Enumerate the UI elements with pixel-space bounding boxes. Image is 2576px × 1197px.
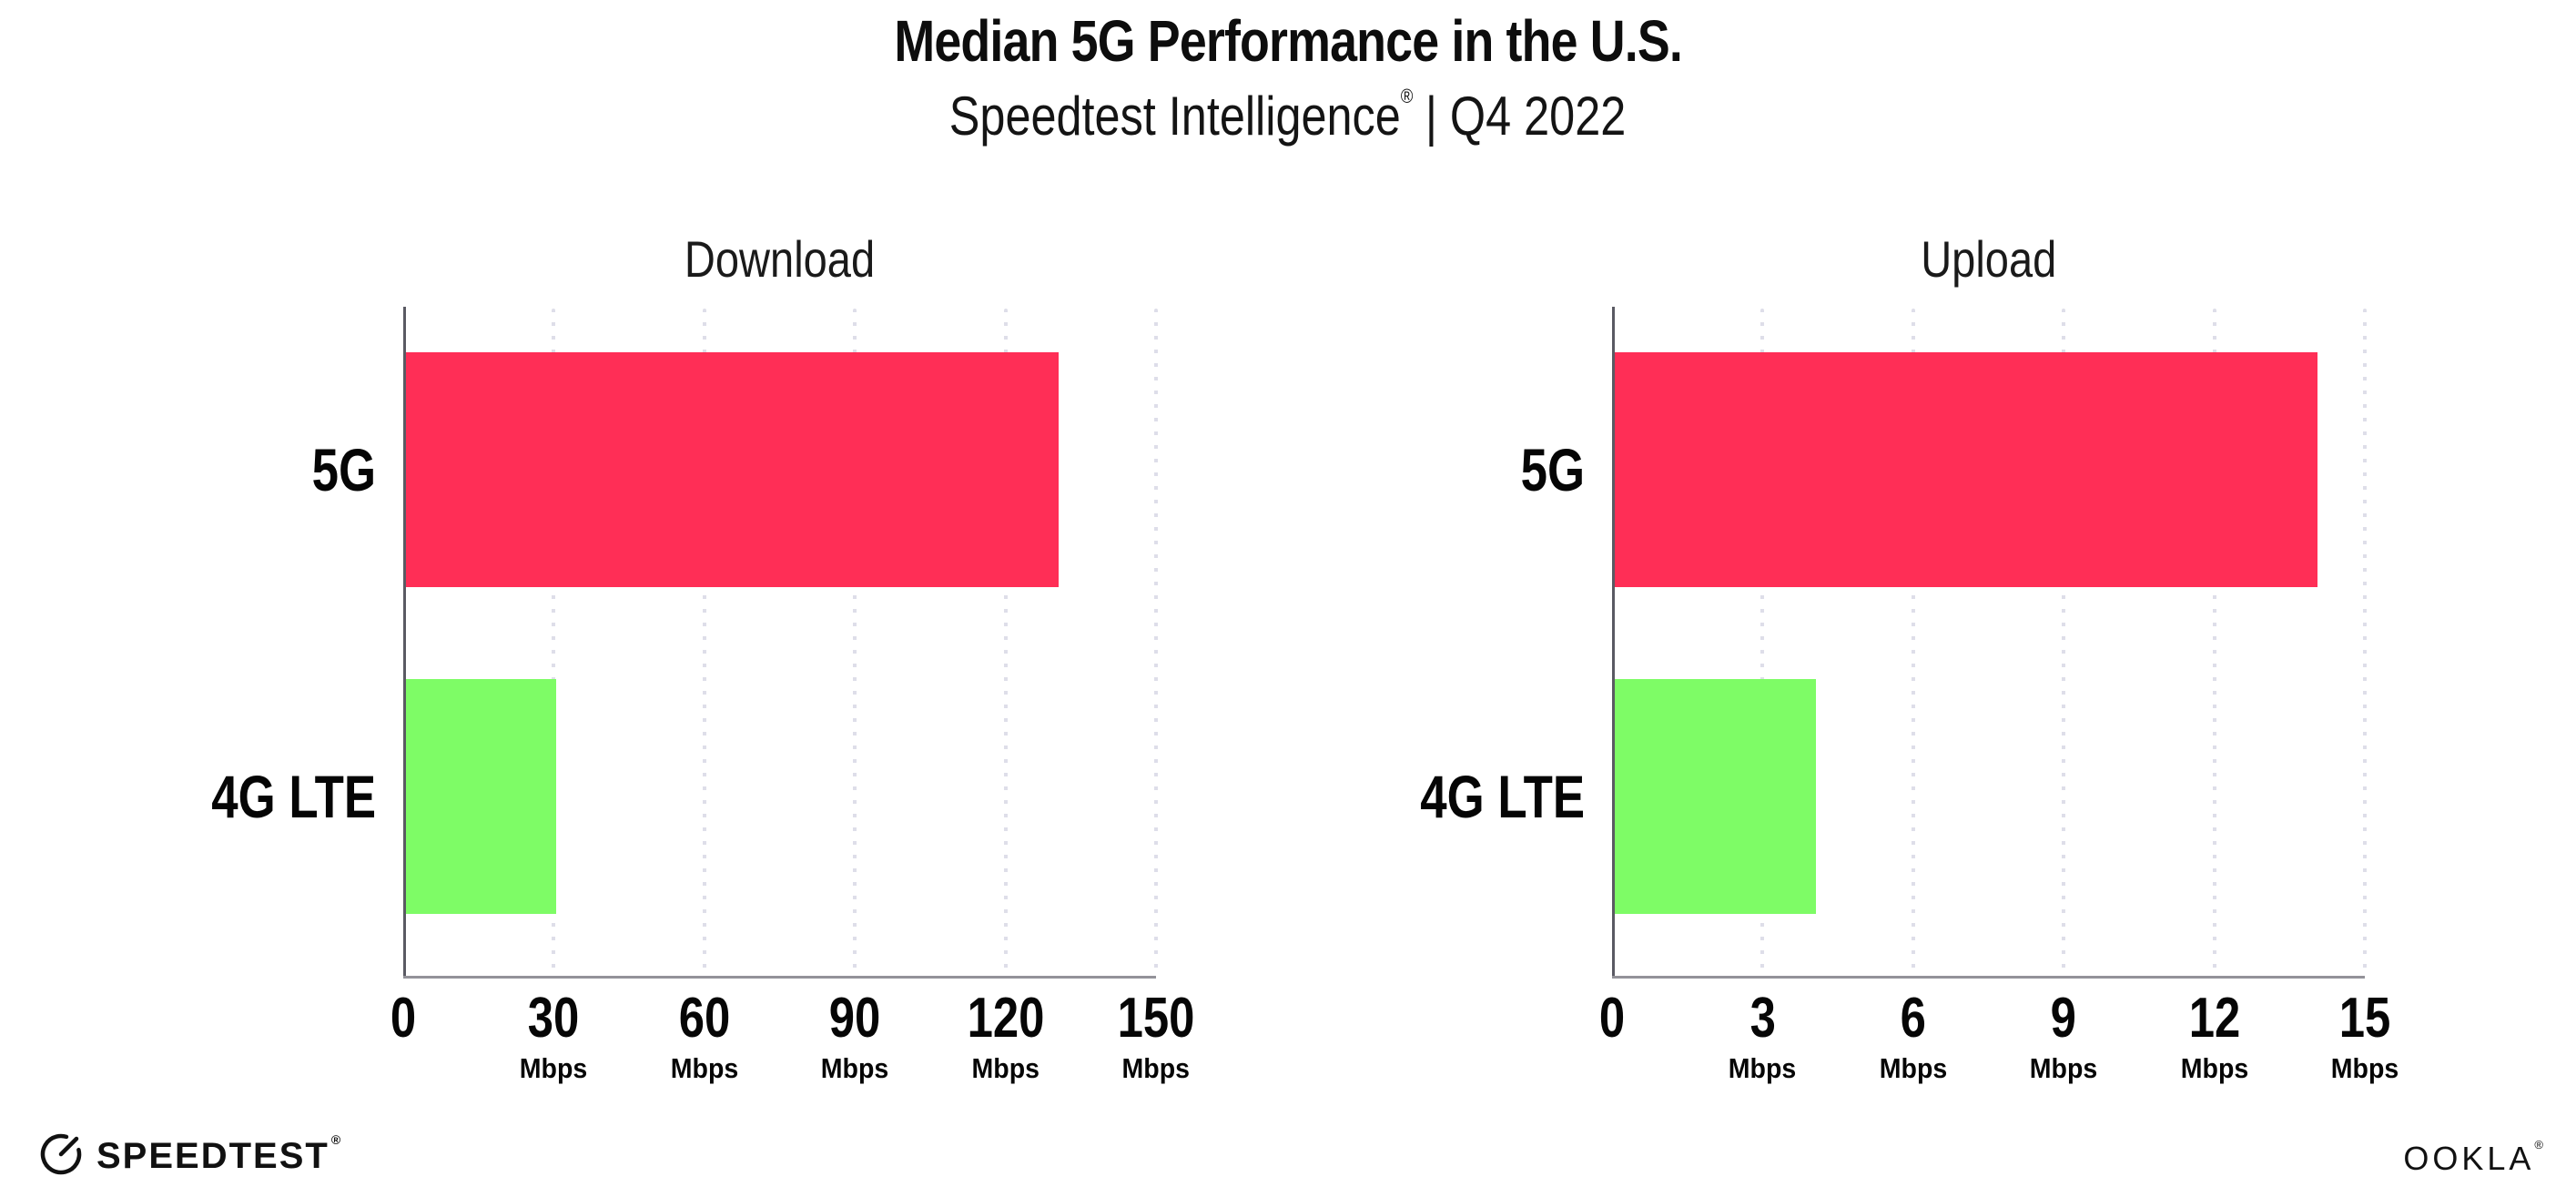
x-tick-value: 6 xyxy=(1900,987,1926,1050)
x-tick-60: 60 Mbps xyxy=(667,990,741,1083)
x-tick-0: 0 xyxy=(1597,990,1628,1047)
speedtest-trademark-icon: ® xyxy=(330,1131,343,1147)
bar-5g xyxy=(406,352,1059,587)
x-tick-unit: Mbps xyxy=(2180,1052,2248,1084)
x-tick-unit: Mbps xyxy=(1121,1052,1191,1084)
category-label-5g: 5G xyxy=(1520,436,1585,503)
subtitle-brand: Speedtest Intelligence xyxy=(949,86,1402,147)
y-axis xyxy=(1612,307,1615,978)
x-tick-unit: Mbps xyxy=(1729,1052,1797,1084)
speedtest-gauge-icon xyxy=(38,1131,84,1182)
page-header: Median 5G Performance in the U.S. Speedt… xyxy=(0,8,2576,147)
y-axis xyxy=(403,307,406,978)
category-label-5g: 5G xyxy=(311,436,376,503)
x-tick-6: 6 Mbps xyxy=(1876,990,1950,1083)
x-tick-unit: Mbps xyxy=(2029,1052,2098,1084)
x-axis xyxy=(403,976,1156,979)
page-title-text: Median 5G Performance in the U.S. xyxy=(894,8,1682,74)
x-tick-value: 15 xyxy=(2338,987,2391,1050)
x-axis xyxy=(1612,976,2365,979)
x-tick-unit: Mbps xyxy=(971,1052,1040,1084)
bar-4g-lte xyxy=(406,679,557,914)
x-tick-90: 90 Mbps xyxy=(818,990,892,1083)
x-tick-value: 90 xyxy=(828,987,881,1050)
x-tick-unit: Mbps xyxy=(1879,1052,1948,1084)
speedtest-logo: SPEEDTEST ® xyxy=(38,1131,340,1182)
x-tick-120: 120 Mbps xyxy=(958,990,1052,1083)
x-tick-unit: Mbps xyxy=(2330,1052,2399,1084)
x-tick-30: 30 Mbps xyxy=(517,990,591,1083)
ookla-logo: OOKLA® xyxy=(2403,1138,2547,1178)
category-label-4g-lte: 4G LTE xyxy=(1420,763,1585,830)
download-chart: Download 5G 4G LTE 0 30 Mbps 60 Mbps 90 Mbps 120… xyxy=(211,230,1194,1083)
x-tick-value: 30 xyxy=(528,987,580,1050)
bar-4g-lte xyxy=(1615,679,1816,914)
upload-chart: Upload 5G 4G LTE 0 3 Mbps 6 Mbps 9 Mbps 12 Mbps 15… xyxy=(1420,230,2399,1083)
category-label-4g-lte: 4G LTE xyxy=(211,763,376,830)
x-tick-3: 3 Mbps xyxy=(1726,990,1800,1083)
chart-title-download: Download xyxy=(684,230,876,288)
download-plot-area: 5G 4G LTE xyxy=(211,307,1158,979)
x-tick-value: 0 xyxy=(390,987,417,1050)
ookla-wordmark: OOKLA xyxy=(2403,1140,2535,1177)
x-tick-value: 60 xyxy=(678,987,731,1050)
upload-plot-area: 5G 4G LTE xyxy=(1420,307,2367,979)
x-tick-unit: Mbps xyxy=(820,1052,889,1084)
x-tick-value: 12 xyxy=(2188,987,2240,1050)
chart-title-upload: Upload xyxy=(1920,230,2057,288)
registered-trademark-icon: ® xyxy=(1401,85,1414,108)
gridline-9 xyxy=(2062,309,2066,974)
gridline-90 xyxy=(853,309,857,974)
x-tick-value: 0 xyxy=(1598,987,1626,1050)
page-subtitle: Speedtest Intelligence® | Q4 2022 xyxy=(0,85,2576,147)
x-tick-unit: Mbps xyxy=(670,1052,739,1084)
x-tick-0: 0 xyxy=(388,990,419,1047)
gridline-12 xyxy=(2212,309,2216,974)
x-tick-value: 9 xyxy=(2051,987,2077,1050)
gridline-30 xyxy=(552,309,556,974)
x-tick-unit: Mbps xyxy=(520,1052,588,1084)
gridline-60 xyxy=(702,309,706,974)
ookla-trademark-icon: ® xyxy=(2534,1138,2547,1151)
x-tick-15: 15 Mbps xyxy=(2328,990,2402,1083)
gridline-15 xyxy=(2363,309,2367,974)
page-title: Median 5G Performance in the U.S. xyxy=(0,8,2576,74)
x-tick-12: 12 Mbps xyxy=(2177,990,2251,1083)
x-tick-value: 3 xyxy=(1749,987,1776,1050)
x-tick-value: 150 xyxy=(1117,987,1195,1050)
gridline-150 xyxy=(1154,309,1158,974)
x-tick-value: 120 xyxy=(967,987,1045,1050)
bar-5g xyxy=(1615,352,2317,587)
speedtest-wordmark: SPEEDTEST ® xyxy=(96,1131,343,1176)
subtitle-quarter: | Q4 2022 xyxy=(1425,86,1627,147)
gridline-6 xyxy=(1911,309,1915,974)
gridline-3 xyxy=(1760,309,1765,974)
x-tick-9: 9 Mbps xyxy=(2027,990,2101,1083)
gridline-120 xyxy=(1003,309,1008,974)
x-tick-150: 150 Mbps xyxy=(1109,990,1202,1083)
